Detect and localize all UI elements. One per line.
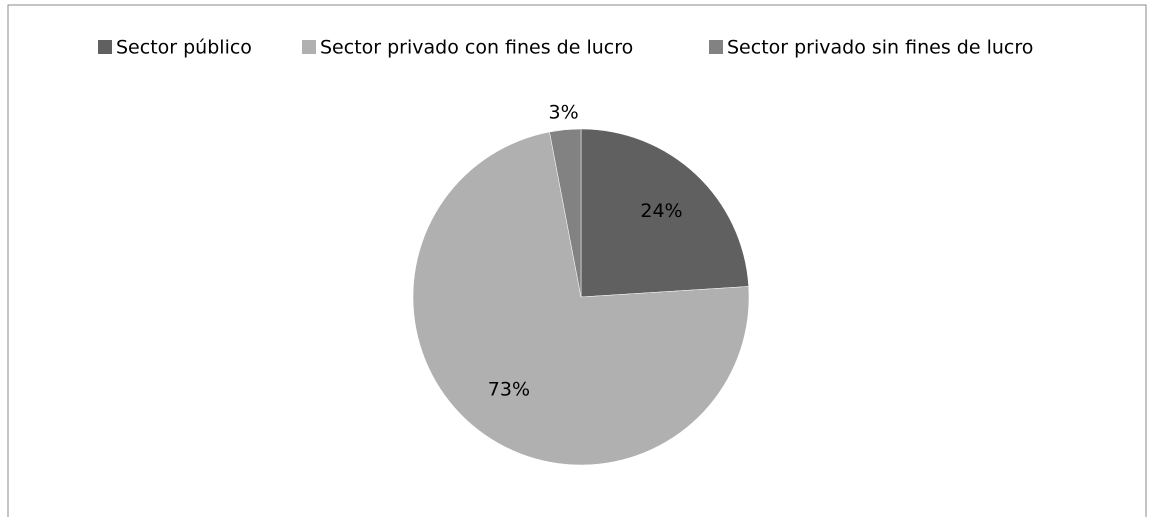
pie-slice (580, 128, 749, 298)
pie-slice (549, 128, 582, 298)
data-label: 73% (488, 378, 530, 400)
legend-swatch (709, 40, 723, 54)
data-label: 3% (549, 102, 579, 124)
legend-label: Sector privado con fines de lucro (320, 37, 633, 59)
legend-swatch (98, 40, 112, 54)
pie-slice (412, 131, 750, 466)
legend-swatch (302, 40, 316, 54)
data-label: 24% (640, 200, 682, 222)
legend-label: Sector público (116, 37, 252, 59)
chart-border (7, 4, 1147, 517)
legend-label: Sector privado sin fines de lucro (727, 37, 1033, 59)
